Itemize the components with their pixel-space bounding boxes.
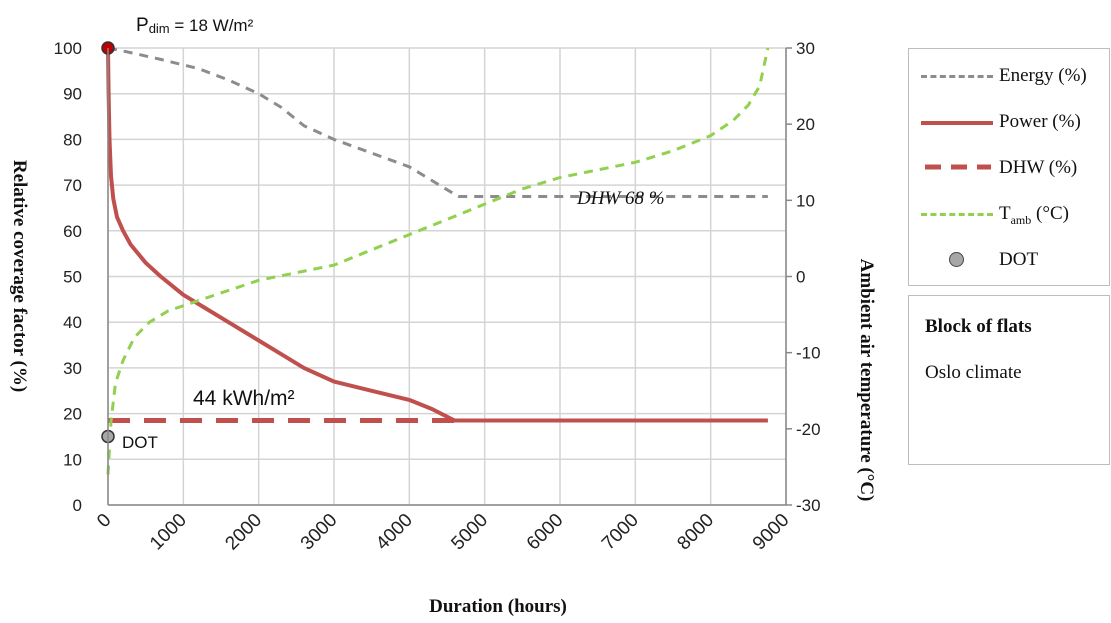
x-tick-label: 8000	[673, 510, 718, 555]
x-tick-label: 5000	[447, 510, 492, 555]
legend-swatch-energy	[921, 75, 993, 78]
dot-annotation: DOT	[122, 433, 158, 452]
y-right-tick-label: 20	[796, 115, 815, 134]
y-left-tick-label: 80	[63, 130, 82, 149]
y-left-tick-label: 100	[54, 39, 82, 58]
legend-swatch-dot	[949, 252, 964, 267]
legend-swatch-dhw	[925, 164, 991, 170]
y-left-tick-label: 70	[63, 176, 82, 195]
x-tick-label: 2000	[221, 510, 266, 555]
pdim-main: P	[136, 15, 149, 36]
dhw68-annotation: DHW 68 %	[576, 188, 665, 209]
x-tick-label: 0	[93, 510, 115, 532]
x-tick-label: 6000	[523, 510, 568, 555]
x-tick-label: 9000	[749, 510, 794, 555]
y-right-tick-label: 10	[796, 191, 815, 210]
y-right-tick-label: 0	[796, 268, 805, 287]
series-layer	[101, 41, 770, 475]
legend-swatch-power	[921, 121, 993, 125]
legend-item-dhw: DHW (%)	[909, 153, 1109, 183]
grid	[107, 47, 787, 506]
pdim-sub: dim	[149, 21, 170, 36]
pdim-annotation: Pdim = 18 W/m²	[136, 15, 254, 36]
x-tick-label: 3000	[297, 510, 342, 555]
x-tick-label: 7000	[598, 510, 643, 555]
y-left-tick-label: 30	[63, 359, 82, 378]
y-left-tick-label: 40	[63, 313, 82, 332]
legend: Energy (%) Power (%) DHW (%) Tamb (°C) D…	[908, 48, 1110, 286]
y-left-tick-label: 10	[63, 450, 82, 469]
y-right-axis-label: Ambient air temperature (°C)	[856, 259, 877, 502]
legend-label-energy: Energy (%)	[999, 65, 1087, 86]
legend-item-tamb: Tamb (°C)	[909, 199, 1109, 229]
y-right-tick-label: -30	[796, 496, 821, 515]
y-right-tick-label: -20	[796, 420, 821, 439]
legend-label-dot: DOT	[999, 249, 1039, 270]
legend-label-power: Power (%)	[999, 111, 1081, 132]
y-left-tick-label: 50	[63, 268, 82, 287]
info-subtitle: Oslo climate	[925, 362, 1022, 383]
series-power	[106, 47, 768, 423]
axes	[107, 47, 792, 506]
tick-labels: 0 1000 2000 3000 4000 5000 6000 7000 8000 9000010…	[54, 39, 821, 554]
x-tick-label: 4000	[372, 510, 417, 555]
series-energy	[107, 46, 768, 198]
pdim-rest: = 18 W/m²	[170, 16, 254, 35]
legend-swatch-tamb	[921, 213, 993, 216]
legend-label-tamb-sub: amb	[1010, 212, 1032, 227]
y-left-tick-label: 60	[63, 222, 82, 241]
y-left-tick-label: 90	[63, 85, 82, 104]
legend-label-tamb-main: T	[999, 203, 1011, 224]
y-right-tick-label: 30	[796, 39, 815, 58]
info-title: Block of flats	[925, 316, 1032, 337]
legend-label-dhw: DHW (%)	[999, 157, 1078, 178]
legend-label-tamb-rest: (°C)	[1031, 203, 1069, 224]
y-left-tick-label: 0	[73, 496, 82, 515]
legend-label-tamb: Tamb (°C)	[999, 203, 1069, 228]
energy-44-annotation: 44 kWh/m²	[193, 387, 295, 410]
y-right-tick-label: -10	[796, 344, 821, 363]
series-tamb-c	[106, 47, 770, 475]
x-axis-label: Duration (hours)	[429, 596, 567, 617]
y-left-axis-label: Relative coverage factor (%)	[9, 160, 30, 392]
y-left-tick-label: 20	[63, 405, 82, 424]
info-box: Block of flats Oslo climate	[908, 295, 1110, 465]
x-tick-label: 1000	[146, 510, 191, 555]
legend-item-energy: Energy (%)	[909, 61, 1109, 91]
chart: 0 1000 2000 3000 4000 5000 6000 7000 8000 9000010…	[9, 15, 877, 617]
legend-item-power: Power (%)	[909, 107, 1109, 137]
legend-item-dot: DOT	[909, 245, 1109, 275]
